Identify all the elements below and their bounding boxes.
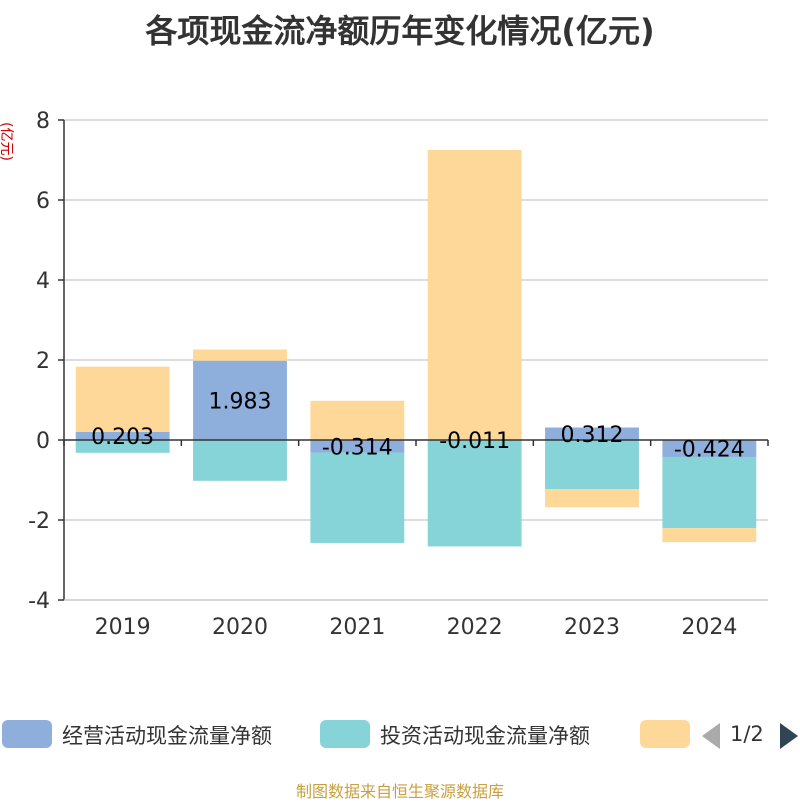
x-tick-label: 2020: [212, 615, 268, 640]
legend-swatch-financing: [640, 720, 690, 748]
bars: [76, 150, 757, 546]
data-label: 0.312: [561, 423, 624, 448]
bar-2-2020[interactable]: [193, 440, 287, 481]
bar-2-2022[interactable]: [428, 440, 522, 546]
y-tick-label: 8: [36, 109, 50, 134]
x-tick-label: 2023: [564, 615, 620, 640]
legend-label-operating: 经营活动现金流量净额: [62, 720, 272, 750]
bar-2-2024[interactable]: [662, 457, 756, 528]
y-tick-label: 4: [36, 269, 50, 294]
data-labels: 0.203 1.983 -0.314 -0.011 0.312 -0.424: [91, 389, 745, 462]
x-tick-label: 2024: [681, 615, 737, 640]
legend-next-page-icon[interactable]: [780, 723, 798, 749]
legend-label-investing: 投资活动现金流量净额: [380, 720, 590, 750]
bar-3-2023[interactable]: [545, 489, 639, 507]
x-tick-label: 2021: [329, 615, 385, 640]
legend-prev-page-icon[interactable]: [702, 723, 720, 749]
y-tick-label: 6: [36, 189, 50, 214]
y-tick-label: -4: [28, 589, 50, 614]
legend-page-indicator: 1/2: [730, 722, 764, 746]
bar-3-2020[interactable]: [193, 349, 287, 360]
bar-3-2021[interactable]: [310, 401, 404, 440]
y-tick-label: 2: [36, 349, 50, 374]
bar-2-2021[interactable]: [310, 453, 404, 543]
chart-plot: -4 -2 0 2 4 6 8 2019 2020 2021 2022 2023 2024 0.203 1…: [0, 0, 800, 700]
bar-3-2022[interactable]: [428, 150, 522, 440]
data-label: -0.314: [322, 435, 393, 460]
y-tick-label: -2: [28, 509, 50, 534]
bar-3-2024[interactable]: [662, 528, 756, 542]
source-note: 制图数据来自恒生聚源数据库: [0, 778, 800, 802]
data-label: 1.983: [209, 389, 272, 414]
data-label: -0.011: [439, 429, 510, 454]
data-label: 0.203: [91, 425, 154, 450]
y-axis-unit-label: (亿元): [0, 122, 14, 161]
legend-swatch-operating: [2, 720, 52, 748]
y-tick-label: 0: [36, 429, 50, 454]
legend: 经营活动现金流量净额 投资活动现金流量净额 1/2: [0, 714, 800, 754]
bar-3-2019[interactable]: [76, 367, 170, 432]
legend-swatch-investing: [320, 720, 370, 748]
data-label: -0.424: [674, 437, 745, 462]
x-tick-label: 2022: [447, 615, 503, 640]
x-tick-label: 2019: [95, 615, 151, 640]
